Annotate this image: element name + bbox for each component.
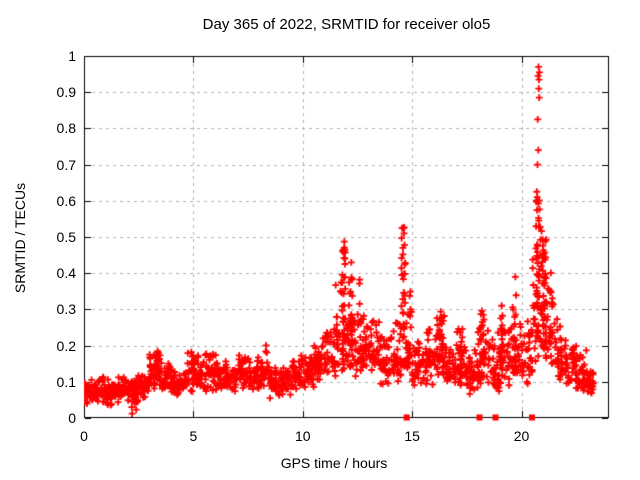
chart-title: Day 365 of 2022, SRMTID for receiver olo… [202,16,491,33]
y-tick-label: 0.5 [56,229,76,245]
x-axis-label: GPS time / hours [280,455,388,471]
y-tick-label: 1 [68,48,76,64]
y-tick-label: 0.6 [56,192,76,209]
x-tick-label: 15 [404,428,420,444]
y-tick-label: 0.3 [56,301,76,318]
x-tick-label: 10 [294,428,311,444]
y-tick-label: 0.8 [56,120,76,137]
y-tick-label: 0.9 [56,84,76,101]
y-tick-label: 0.1 [56,373,76,390]
x-tick-label: 20 [513,428,530,444]
y-tick-label: 0.4 [56,265,76,282]
x-tick-label: 5 [189,428,198,444]
y-tick-label: 0.7 [56,156,76,173]
y-tick-label: 0 [68,410,76,426]
y-tick-label: 0.2 [56,337,76,354]
x-tick-label: 0 [80,428,88,444]
